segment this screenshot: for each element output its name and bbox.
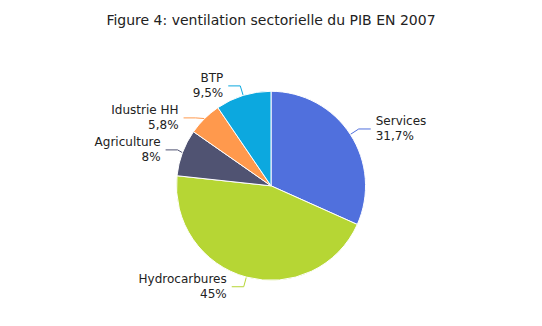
svg-text:Figure 4: ventilation sectorie: Figure 4: ventilation sectorielle du PIB…: [106, 12, 435, 28]
svg-text:Hydrocarbures: Hydrocarbures: [139, 272, 227, 286]
svg-text:8%: 8%: [142, 150, 161, 164]
svg-text:Agriculture: Agriculture: [95, 135, 161, 149]
svg-text:Idustrie HH: Idustrie HH: [111, 103, 178, 117]
svg-text:45%: 45%: [200, 287, 227, 301]
svg-text:BTP: BTP: [200, 71, 223, 85]
svg-text:31,7%: 31,7%: [376, 129, 414, 143]
svg-text:9,5%: 9,5%: [193, 86, 224, 100]
svg-text:5,8%: 5,8%: [148, 118, 179, 132]
svg-text:Services: Services: [376, 114, 427, 128]
